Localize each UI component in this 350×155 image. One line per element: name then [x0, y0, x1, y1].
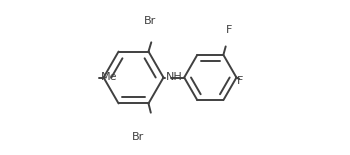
Text: F: F: [237, 76, 243, 86]
Text: F: F: [226, 25, 232, 35]
Text: Br: Br: [132, 132, 145, 142]
Text: Br: Br: [144, 16, 156, 26]
Text: NH: NH: [166, 73, 182, 82]
Text: Me: Me: [101, 73, 118, 82]
